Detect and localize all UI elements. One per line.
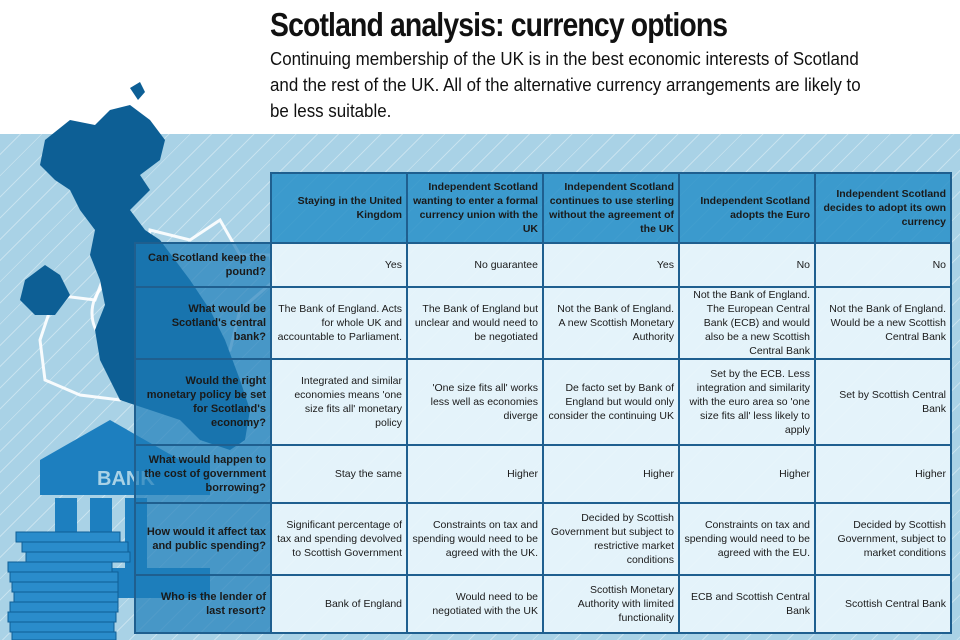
table-cell: Decided by Scottish Government, subject … (814, 502, 952, 576)
column-header: Independent Scotland continues to use st… (542, 172, 680, 244)
table-cell: No (678, 242, 816, 288)
row-header: Can Scotland keep the pound? (134, 242, 272, 288)
table-row: How would it affect tax and public spend… (134, 502, 952, 576)
row-header: Would the right monetary policy be set f… (134, 358, 272, 446)
table-cell: Constraints on tax and spending would ne… (678, 502, 816, 576)
column-header: Staying in the United Kingdom (270, 172, 408, 244)
table-cell: Constraints on tax and spending would ne… (406, 502, 544, 576)
column-header: Independent Scotland adopts the Euro (678, 172, 816, 244)
page-subtitle: Continuing membership of the UK is in th… (270, 49, 861, 121)
table-cell: Significant percentage of tax and spendi… (270, 502, 408, 576)
table-cell: Yes (270, 242, 408, 288)
table-cell: ECB and Scottish Central Bank (678, 574, 816, 634)
table-cell: Decided by Scottish Government but subje… (542, 502, 680, 576)
column-header: Independent Scotland wanting to enter a … (406, 172, 544, 244)
table-cell: Higher (814, 444, 952, 504)
table-cell: Stay the same (270, 444, 408, 504)
table-cell: Yes (542, 242, 680, 288)
table-cell: No (814, 242, 952, 288)
table-cell: Not the Bank of England. Would be a new … (814, 286, 952, 360)
table-corner (135, 173, 271, 243)
table-cell: Set by the ECB. Less integration and sim… (678, 358, 816, 446)
table-cell: Integrated and similar economies means '… (270, 358, 408, 446)
table-cell: Would need to be negotiated with the UK (406, 574, 544, 634)
table-cell: The Bank of England. Acts for whole UK a… (270, 286, 408, 360)
table-cell: Not the Bank of England. The European Ce… (678, 286, 816, 360)
table-cell: Set by Scottish Central Bank (814, 358, 952, 446)
column-header: Independent Scotland decides to adopt it… (814, 172, 952, 244)
table-row: Can Scotland keep the pound? Yes No guar… (134, 242, 952, 288)
coin-stack-icon (7, 531, 131, 640)
row-header: Who is the lender of last resort? (134, 574, 272, 634)
table-row: Would the right monetary policy be set f… (134, 358, 952, 446)
row-header: What would happen to the cost of governm… (134, 444, 272, 504)
table-cell: De facto set by Bank of England but woul… (542, 358, 680, 446)
table-cell: 'One size fits all' works less well as e… (406, 358, 544, 446)
table-cell: Higher (406, 444, 544, 504)
table-header-row: Staying in the United Kingdom Independen… (135, 172, 952, 244)
table-cell: Scottish Central Bank (814, 574, 952, 634)
table-row: What would be Scotland's central bank? T… (134, 286, 952, 360)
row-header: What would be Scotland's central bank? (134, 286, 272, 360)
comparison-table: Staying in the United Kingdom Independen… (134, 172, 952, 634)
table-row: What would happen to the cost of governm… (134, 444, 952, 504)
table-cell: The Bank of England but unclear and woul… (406, 286, 544, 360)
table-row: Who is the lender of last resort? Bank o… (134, 574, 952, 634)
table-cell: Higher (678, 444, 816, 504)
table-cell: Bank of England (270, 574, 408, 634)
page-title: Scotland analysis: currency options (270, 6, 728, 43)
row-header: How would it affect tax and public spend… (134, 502, 272, 576)
table-cell: Scottish Monetary Authority with limited… (542, 574, 680, 634)
table-cell: Higher (542, 444, 680, 504)
table-cell: Not the Bank of England. A new Scottish … (542, 286, 680, 360)
table-cell: No guarantee (406, 242, 544, 288)
